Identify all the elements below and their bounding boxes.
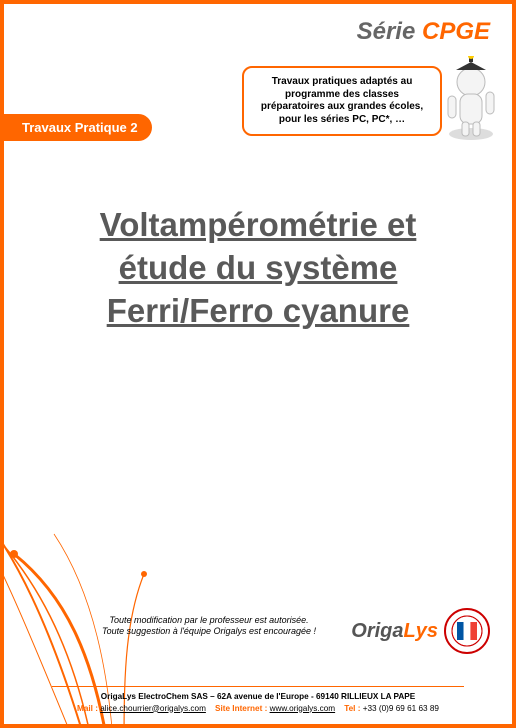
cpge-label: CPGE — [422, 18, 490, 45]
footer-divider — [52, 686, 465, 687]
decorative-swirls — [0, 394, 254, 728]
footer: OrigaLys ElectroChem SAS – 62A avenue de… — [18, 686, 498, 714]
note-line-2: Toute suggestion à l'équipe Origalys est… — [94, 626, 324, 638]
made-in-france-badge — [444, 608, 490, 654]
serie-label: Série — [357, 18, 422, 45]
callout-box: Travaux pratiques adaptés au programme d… — [242, 66, 442, 136]
document-page: Série CPGE Travaux pratiques adaptés au … — [0, 0, 516, 728]
footer-company: OrigaLys ElectroChem SAS – 62A avenue de… — [18, 691, 498, 702]
title-line-1: Voltampérométrie et — [100, 206, 417, 243]
series-header: Série CPGE — [357, 18, 490, 46]
title-line-2: étude du système — [119, 249, 398, 286]
logo-block: OrigaLys — [351, 608, 490, 654]
mascot-figure — [442, 56, 500, 144]
tel-label: Tel : — [344, 704, 363, 713]
site-value: www.origalys.com — [270, 704, 336, 713]
footer-contacts: Mail : alice.chourrier@origalys.com Site… — [18, 703, 498, 714]
origalys-logo: OrigaLys — [351, 620, 438, 643]
callout-text: Travaux pratiques adaptés au programme d… — [261, 76, 423, 125]
main-title: Voltampérométrie et étude du système Fer… — [34, 204, 482, 333]
note-line-1: Toute modification par le professeur est… — [94, 615, 324, 627]
title-line-3: Ferri/Ferro cyanure — [107, 292, 410, 329]
modification-note: Toute modification par le professeur est… — [94, 615, 324, 638]
mail-value: alice.chourrier@origalys.com — [100, 704, 206, 713]
logo-part-origa: Origa — [351, 620, 403, 642]
logo-part-lys: Lys — [404, 620, 438, 642]
tp-badge-label: Travaux Pratique 2 — [22, 120, 138, 135]
mail-label: Mail : — [77, 704, 100, 713]
tel-value: +33 (0)9 69 61 63 89 — [363, 704, 439, 713]
title-text: Voltampérométrie et étude du système Fer… — [34, 204, 482, 333]
site-label: Site Internet : — [215, 704, 270, 713]
tp-badge: Travaux Pratique 2 — [4, 114, 152, 141]
